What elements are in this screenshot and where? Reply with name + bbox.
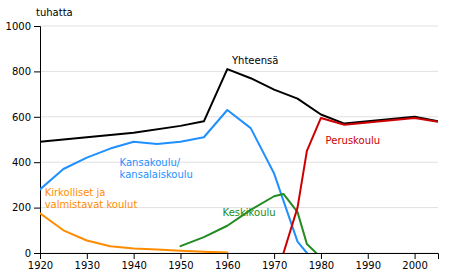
annotations: Yhteensä Kansakoulu/kansalaiskoulu Keskiko… [45,55,380,218]
series-line [283,118,438,253]
lines [40,69,438,253]
tick-label: 800 [12,66,31,77]
tick-label: 1990 [356,260,381,271]
series-line [40,69,438,142]
tick-label: 600 [12,112,31,123]
annotation: Peruskoulu [326,135,381,146]
tick-mark [87,253,88,259]
tick: 1940 [121,253,146,271]
tick-label: 200 [12,202,31,213]
annotation-line: Yhteensä [231,55,278,66]
tick-label: 1920 [28,260,53,271]
tick: 1990 [356,253,381,271]
tick: 1960 [215,253,240,271]
series-line [180,194,316,253]
tick-mark [180,253,181,259]
tick: 1970 [262,253,287,271]
y-axis-label: tuhatta [36,7,73,18]
annotation-line: Keskikoulu [223,207,276,218]
tick-mark [415,253,416,259]
tick-label: 2000 [402,260,427,271]
axis-line [41,254,439,260]
y-axis: 0 200 400 600 800 1000 [6,21,41,259]
x-axis: 1920 1930 1940 1950 1960 1970 1980 1990 2000 [28,253,439,271]
tick-label: 1970 [262,260,287,271]
tick-mark [321,253,322,259]
annotation: Kansakoulu/kansalaiskoulu [120,157,193,180]
grid-line [40,26,438,27]
tick: 200 [12,202,40,213]
tick-mark [34,71,40,72]
series-line [40,213,227,252]
tick-label: 400 [12,157,31,168]
grid-line [40,116,438,117]
grid-line [40,71,438,72]
grid [40,26,438,253]
tick-mark [368,253,369,259]
tick-mark [34,117,40,118]
tick-label: 0 [25,248,31,259]
tick: 600 [12,112,40,123]
tick: 1950 [168,253,193,271]
tick: 1000 [6,21,40,32]
tick-label: 1960 [215,260,240,271]
tick: 0 [25,248,40,259]
tick: 1920 [28,253,53,271]
plot-area: 1920 1930 1940 1950 1960 1970 1980 1990 2000 0 200… [6,21,439,271]
axis-line [34,27,41,254]
annotation: Keskikoulu [223,207,276,218]
tick-label: 1940 [121,260,146,271]
annotation: Yhteensä [231,55,278,66]
tick-mark [274,253,275,259]
annotation-line: Kansakoulu/ [120,157,181,168]
tick: 1980 [309,253,334,271]
tick-mark [34,253,40,254]
series-line [40,110,307,253]
tick: 400 [12,157,40,168]
tick: 2000 [402,253,427,271]
chart: 1920 1930 1940 1950 1960 1970 1980 1990 2000 0 200… [0,0,454,277]
tick-mark [34,208,40,209]
tick-mark [34,162,40,163]
tick-label: 1980 [309,260,334,271]
tick-label: 1930 [75,260,100,271]
tick-mark [134,253,135,259]
grid-line [40,162,438,163]
tick-label: 1950 [168,260,193,271]
tick-mark [227,253,228,259]
tick: 800 [12,66,40,77]
annotation-line: valmistavat koulut [45,199,138,210]
annotation-line: Peruskoulu [326,135,381,146]
annotation: Kirkolliset javalmistavat koulut [45,187,138,210]
annotation-line: kansalaiskoulu [120,169,193,180]
tick-label: 1000 [6,21,31,32]
annotation-line: Kirkolliset ja [45,187,106,198]
tick: 1930 [75,253,100,271]
tick-mark [34,26,40,27]
